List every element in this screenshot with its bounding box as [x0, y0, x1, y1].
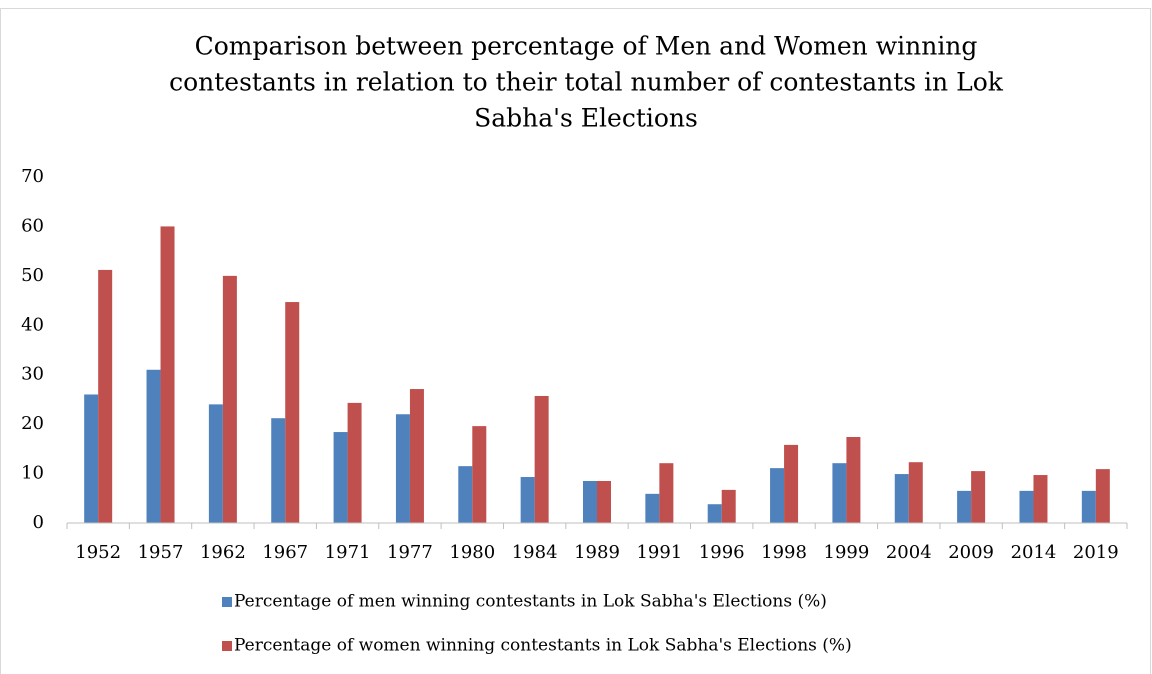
chart-frame: [0, 8, 1151, 674]
y-tick-label: 20: [21, 413, 44, 434]
chart-title: Comparison between percentage of Men and…: [195, 32, 978, 61]
x-tick-label: 1991: [636, 542, 682, 563]
bar: [472, 426, 487, 523]
bar: [908, 462, 923, 523]
bar: [347, 402, 362, 523]
x-tick-label: 1977: [387, 542, 433, 563]
x-tick-label: 1980: [449, 542, 495, 563]
legend-label: Percentage of men winning contestants in…: [234, 592, 827, 612]
bar: [395, 414, 410, 523]
bar: [846, 436, 861, 523]
x-tick-label: 1952: [75, 542, 121, 563]
bar: [1019, 490, 1034, 523]
bar: [597, 480, 611, 523]
x-tick-label: 1989: [574, 542, 620, 563]
bar: [1033, 475, 1048, 523]
y-tick-label: 10: [21, 463, 44, 484]
bar: [1095, 469, 1110, 523]
y-tick-label: 40: [21, 314, 44, 335]
x-tick-label: 1984: [512, 542, 558, 563]
bar: [784, 444, 799, 523]
y-tick-label: 50: [21, 265, 44, 286]
bar: [271, 418, 286, 523]
x-tick-label: 2009: [948, 542, 994, 563]
bar: [84, 394, 99, 523]
bar: [534, 395, 549, 523]
bar: [770, 468, 785, 523]
bar: [659, 463, 674, 523]
bar: [208, 404, 223, 523]
bar: [721, 489, 736, 523]
legend-marker: [222, 641, 232, 651]
bar: [583, 480, 597, 523]
x-tick-label: 1962: [200, 542, 246, 563]
x-tick-label: 1998: [761, 542, 807, 563]
bar: [957, 490, 972, 523]
bar: [409, 389, 424, 523]
x-tick-label: 1967: [262, 542, 308, 563]
y-tick-label: 30: [21, 364, 44, 385]
bar: [971, 471, 986, 523]
chart-title: Sabha's Elections: [474, 104, 698, 133]
bar: [222, 275, 237, 523]
bar: [832, 463, 847, 523]
bar: [146, 369, 161, 523]
bar: [520, 477, 535, 523]
x-tick-label: 2014: [1011, 542, 1057, 563]
y-tick-label: 60: [21, 215, 44, 236]
bar: [894, 474, 909, 523]
bar: [458, 466, 473, 523]
x-tick-label: 1996: [699, 542, 745, 563]
chart-title: contestants in relation to their total n…: [169, 68, 1004, 97]
x-tick-label: 1971: [325, 542, 371, 563]
bar: [160, 226, 175, 523]
y-tick-label: 0: [33, 512, 44, 533]
bar: [645, 493, 660, 523]
x-tick-label: 1957: [138, 542, 184, 563]
x-tick-label: 2019: [1073, 542, 1119, 563]
x-tick-label: 2004: [886, 542, 932, 563]
bar: [1081, 490, 1096, 523]
bar: [333, 432, 348, 523]
legend-label: Percentage of women winning contestants …: [234, 636, 852, 656]
bar: [98, 269, 113, 523]
y-tick-label: 70: [21, 166, 44, 187]
x-tick-label: 1999: [824, 542, 870, 563]
legend-marker: [222, 597, 232, 607]
bar: [707, 504, 722, 523]
bar: [285, 302, 300, 523]
